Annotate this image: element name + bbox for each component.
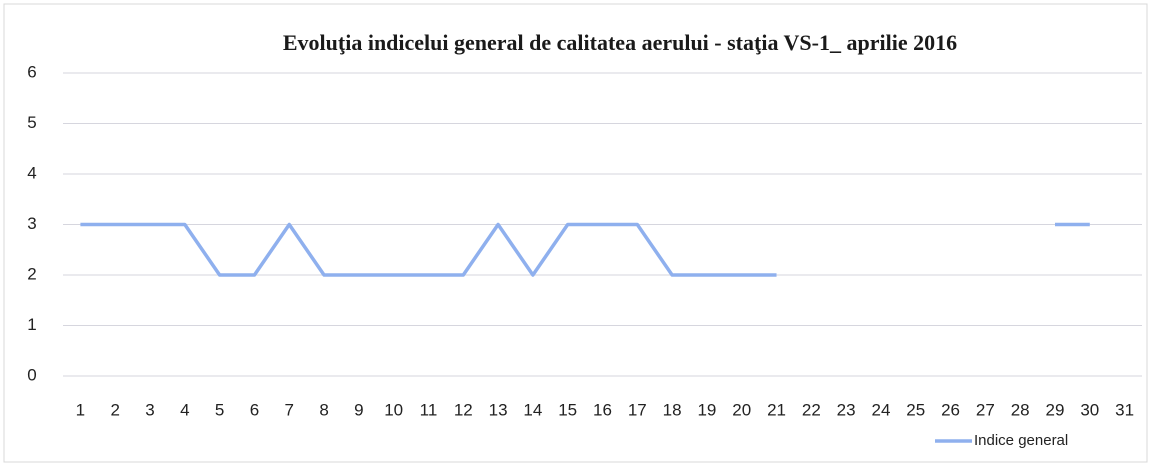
y-tick-label: 5: [27, 113, 36, 132]
x-tick-label: 22: [802, 400, 821, 419]
chart-title: Evoluţia indicelui general de calitatea …: [283, 30, 957, 55]
y-tick-label: 2: [27, 264, 36, 283]
x-tick-label: 19: [697, 400, 716, 419]
y-tick-label: 4: [27, 163, 36, 182]
x-tick-label: 10: [384, 400, 403, 419]
x-tick-label: 11: [420, 400, 438, 419]
x-tick-label: 9: [354, 400, 363, 419]
x-tick-label: 18: [663, 400, 682, 419]
x-tick-label: 6: [250, 400, 259, 419]
y-tick-label: 0: [27, 365, 36, 384]
x-tick-label: 7: [285, 400, 294, 419]
x-tick-label: 30: [1080, 400, 1099, 419]
x-tick-label: 27: [976, 400, 995, 419]
x-tick-label: 1: [76, 400, 85, 419]
x-tick-label: 21: [767, 400, 786, 419]
x-tick-label: 28: [1011, 400, 1030, 419]
x-tick-label: 12: [454, 400, 473, 419]
data-line: [80, 222, 1090, 277]
x-tick-label: 24: [871, 400, 890, 419]
x-tick-label: 16: [593, 400, 612, 419]
x-tick-label: 3: [145, 400, 154, 419]
x-tick-label: 31: [1115, 400, 1134, 419]
chart-frame: [3, 3, 1148, 463]
x-tick-label: 26: [941, 400, 960, 419]
x-tick-label: 14: [523, 400, 542, 419]
x-tick-label: 15: [558, 400, 577, 419]
x-tick-label: 29: [1046, 400, 1065, 419]
y-tick-label: 1: [27, 315, 36, 334]
y-tick-label: 3: [27, 214, 36, 233]
x-tick-label: 25: [906, 400, 925, 419]
legend-label: Indice general: [974, 432, 1068, 449]
x-tick-label: 13: [489, 400, 508, 419]
y-tick-label: 6: [27, 62, 36, 81]
x-tick-label: 17: [628, 400, 647, 419]
x-tick-label: 8: [319, 400, 328, 419]
x-tick-label: 5: [215, 400, 224, 419]
x-tick-label: 20: [732, 400, 751, 419]
x-tick-label: 4: [180, 400, 189, 419]
x-tick-label: 2: [110, 400, 119, 419]
x-tick-label: 23: [837, 400, 856, 419]
